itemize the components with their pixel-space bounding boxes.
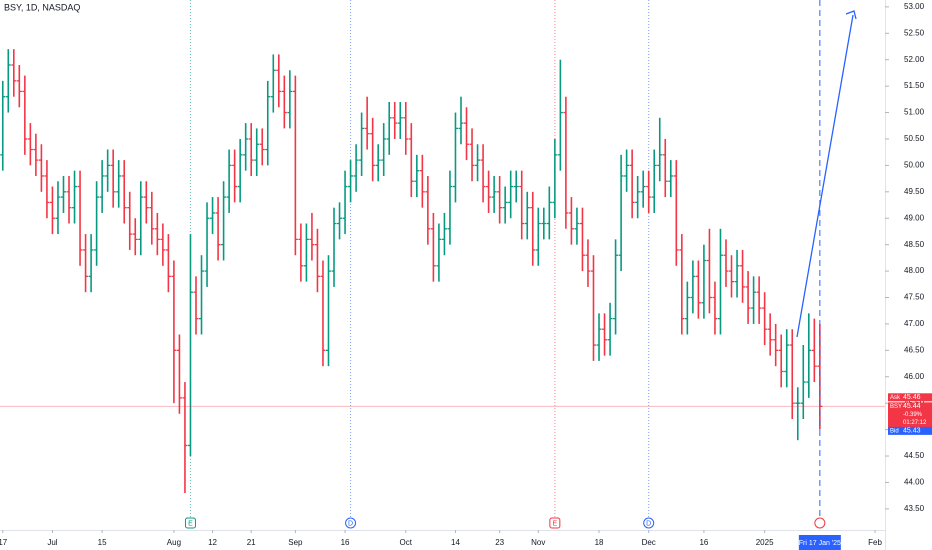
x-tick-label: Sep — [288, 538, 303, 547]
y-tick-label: 44.00 — [904, 478, 925, 487]
y-tick-label: 44.50 — [904, 451, 925, 460]
y-tick-label: 48.50 — [904, 240, 925, 249]
event-label: D — [348, 520, 353, 527]
chart-title: BSY, 1D, NASDAQ — [4, 2, 80, 12]
event-label: E — [553, 520, 558, 527]
x-tick-label: Oct — [400, 538, 413, 547]
price-tag-value: 45.46 — [903, 394, 921, 401]
price-tag-value: 45.44 — [903, 403, 921, 410]
y-tick-label: 51.00 — [904, 108, 925, 117]
y-tick-label: 53.00 — [904, 2, 925, 11]
y-tick-label: 49.00 — [904, 213, 925, 222]
x-tick-label: Aug — [167, 538, 181, 547]
x-tick-label: 17 — [0, 538, 8, 547]
price-tag-name: Ask — [890, 395, 901, 401]
event-badge — [549, 517, 561, 529]
cursor-dot — [814, 517, 826, 529]
price-tag-bg — [888, 402, 932, 431]
cursor-label: Fri 17 Jan '25 — [799, 540, 841, 547]
x-tick-label: Dec — [642, 538, 656, 547]
price-tag-value: 45.43 — [903, 428, 921, 435]
x-tick-label: Feb — [868, 538, 882, 547]
y-tick-label: 48.00 — [904, 266, 925, 275]
x-tick-label: 23 — [495, 538, 504, 547]
x-tick-label: 21 — [247, 538, 256, 547]
y-tick-label: 47.00 — [904, 319, 925, 328]
trend-arrow — [796, 14, 854, 338]
y-tick-label: 50.50 — [904, 134, 925, 143]
y-tick-label: 50.00 — [904, 161, 925, 170]
event-label: D — [646, 520, 651, 527]
y-tick-label: 52.00 — [904, 55, 925, 64]
x-tick-label: 18 — [595, 538, 604, 547]
cursor-label-bg — [798, 535, 841, 550]
y-tick-label: 49.50 — [904, 187, 925, 196]
y-tick-label: 43.50 — [904, 504, 925, 513]
price-tag-name: Bid — [890, 428, 899, 434]
price-tag-bg — [888, 426, 932, 435]
price-tag-change: -0.39% — [903, 412, 923, 418]
y-tick-label: 47.50 — [904, 293, 925, 302]
y-tick-label: 46.50 — [904, 345, 925, 354]
x-tick-label: 14 — [451, 538, 460, 547]
x-tick-label: 12 — [208, 538, 217, 547]
trend-arrow-head — [845, 10, 857, 20]
event-label: E — [188, 520, 193, 527]
x-tick-label: 15 — [98, 538, 107, 547]
event-badge — [184, 517, 196, 529]
price-tag-bg — [888, 393, 932, 402]
event-badge — [345, 517, 357, 529]
y-tick-label: 51.50 — [904, 81, 925, 90]
price-tag-timer: 01:27:12 — [903, 420, 927, 426]
event-badge — [643, 517, 655, 529]
x-tick-label: Jul — [47, 538, 57, 547]
x-tick-label: 16 — [699, 538, 708, 547]
price-tag-name: BSY — [890, 404, 902, 410]
x-tick-label: 2025 — [756, 538, 774, 547]
y-tick-label: 46.00 — [904, 372, 925, 381]
x-tick-label: 16 — [341, 538, 350, 547]
y-tick-label: 52.50 — [904, 28, 925, 37]
x-tick-label: Nov — [531, 538, 545, 547]
